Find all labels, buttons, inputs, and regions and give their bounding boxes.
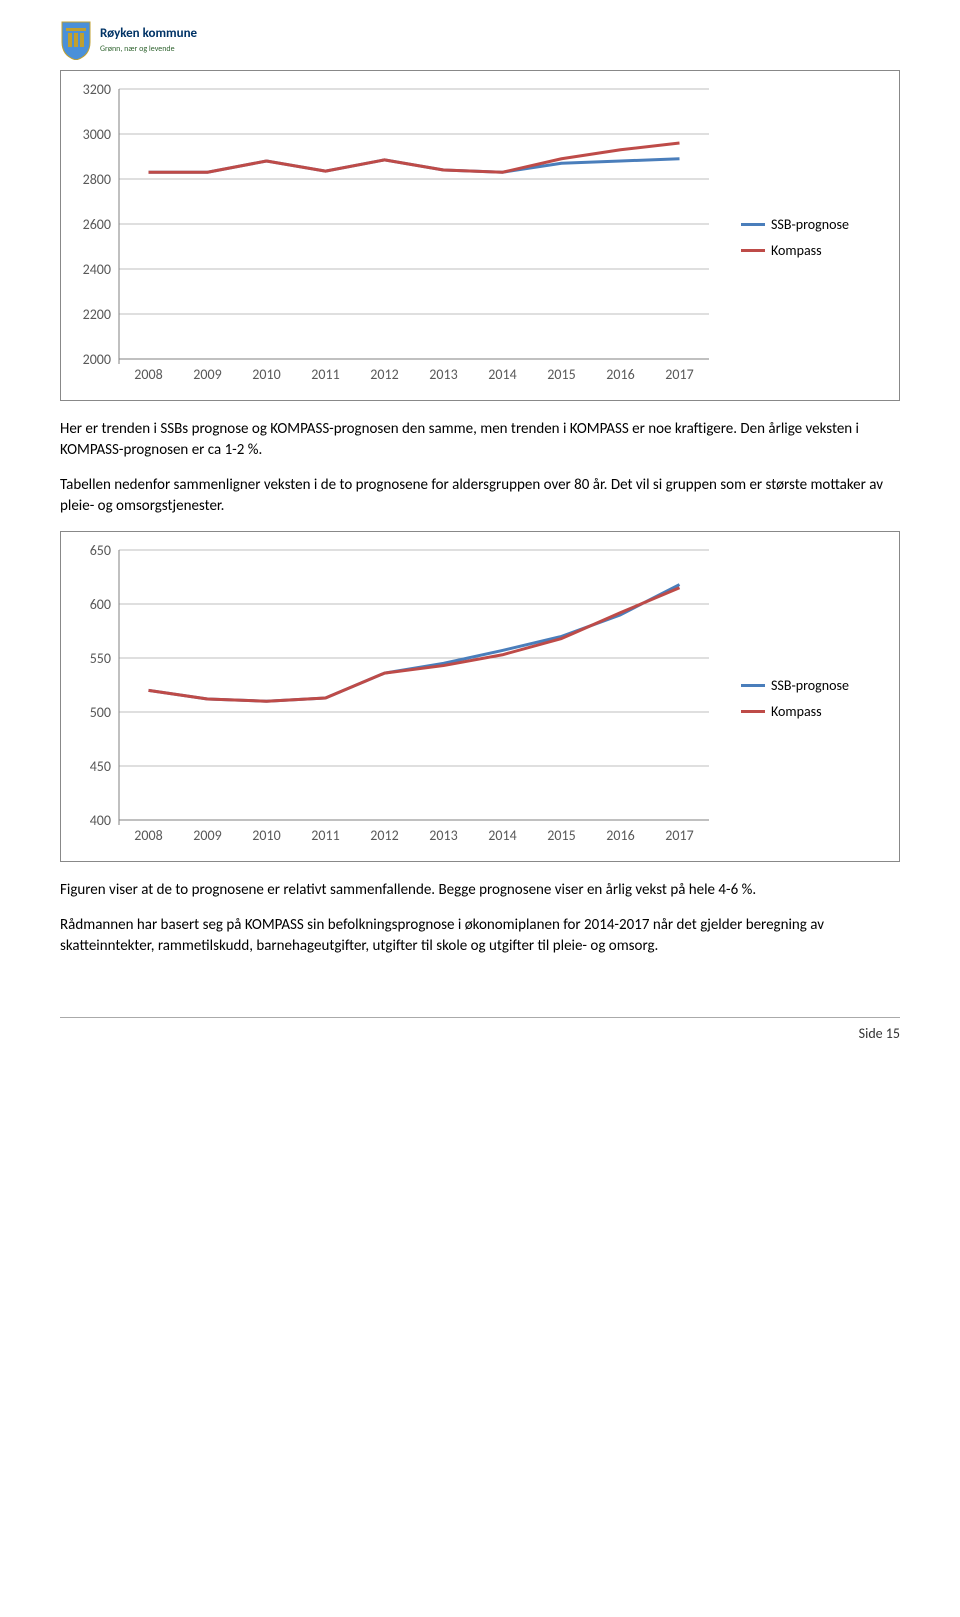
svg-text:2013: 2013	[429, 366, 457, 383]
svg-text:2017: 2017	[665, 366, 693, 383]
paragraph-4: Rådmannen har basert seg på KOMPASS sin …	[60, 915, 900, 957]
header-subtitle: Grønn, nær og levende	[100, 44, 197, 55]
chart-2-svg: 400 450 500 550 600 650 2008 2009 2010 2011 2012 20…	[69, 540, 729, 850]
svg-text:2000: 2000	[83, 351, 111, 368]
chart-1-svg: 2000 2200 2400 2600 2800 3000 3200 2008 2009 2010…	[69, 79, 729, 389]
svg-text:2200: 2200	[83, 306, 111, 323]
svg-text:2014: 2014	[488, 366, 516, 383]
municipality-shield-icon	[60, 20, 92, 60]
legend-label: SSB-prognose	[771, 676, 849, 696]
svg-text:2600: 2600	[83, 216, 111, 233]
svg-text:2016: 2016	[606, 366, 634, 383]
svg-text:2008: 2008	[134, 827, 162, 844]
chart-1-legend: SSB-prognose Kompass	[729, 79, 849, 396]
legend-item: Kompass	[741, 702, 849, 722]
legend-item: SSB-prognose	[741, 215, 849, 235]
svg-text:2009: 2009	[193, 827, 221, 844]
svg-text:2011: 2011	[311, 366, 339, 383]
header-title: Røyken kommune	[100, 25, 197, 43]
legend-label: Kompass	[771, 241, 822, 261]
legend-swatch-icon	[741, 223, 765, 226]
svg-text:2014: 2014	[488, 827, 516, 844]
paragraph-2: Tabellen nedenfor sammenligner veksten i…	[60, 475, 900, 517]
chart-1-container: 2000 2200 2400 2600 2800 3000 3200 2008 2009 2010…	[60, 70, 900, 401]
svg-text:2015: 2015	[547, 366, 575, 383]
svg-text:3200: 3200	[83, 81, 111, 98]
svg-text:2017: 2017	[665, 827, 693, 844]
svg-text:2015: 2015	[547, 827, 575, 844]
legend-label: Kompass	[771, 702, 822, 722]
svg-text:2800: 2800	[83, 171, 111, 188]
legend-item: SSB-prognose	[741, 676, 849, 696]
svg-text:2016: 2016	[606, 827, 634, 844]
legend-swatch-icon	[741, 249, 765, 252]
svg-text:600: 600	[90, 596, 111, 613]
svg-text:2010: 2010	[252, 827, 280, 844]
svg-text:500: 500	[90, 704, 111, 721]
svg-text:400: 400	[90, 812, 111, 829]
svg-text:2009: 2009	[193, 366, 221, 383]
paragraph-3: Figuren viser at de to prognosene er rel…	[60, 880, 900, 901]
svg-text:3000: 3000	[83, 126, 111, 143]
page-number: Side 15	[859, 1025, 900, 1042]
svg-text:2400: 2400	[83, 261, 111, 278]
chart-2-legend: SSB-prognose Kompass	[729, 540, 849, 857]
svg-text:550: 550	[90, 650, 111, 667]
page-header: Røyken kommune Grønn, nær og levende	[60, 20, 900, 60]
legend-swatch-icon	[741, 684, 765, 687]
legend-swatch-icon	[741, 710, 765, 713]
svg-text:2008: 2008	[134, 366, 162, 383]
svg-text:2012: 2012	[370, 827, 398, 844]
svg-text:650: 650	[90, 542, 111, 559]
legend-label: SSB-prognose	[771, 215, 849, 235]
svg-text:2011: 2011	[311, 827, 339, 844]
paragraph-1: Her er trenden i SSBs prognose og KOMPAS…	[60, 419, 900, 461]
svg-text:450: 450	[90, 758, 111, 775]
svg-text:2012: 2012	[370, 366, 398, 383]
legend-item: Kompass	[741, 241, 849, 261]
chart-2-container: 400 450 500 550 600 650 2008 2009 2010 2011 2012 20…	[60, 531, 900, 862]
page-footer: Side 15	[60, 1017, 900, 1044]
chart-1-plot: 2000 2200 2400 2600 2800 3000 3200 2008 2009 2010…	[69, 79, 729, 396]
svg-text:2010: 2010	[252, 366, 280, 383]
svg-text:2013: 2013	[429, 827, 457, 844]
chart-2-plot: 400 450 500 550 600 650 2008 2009 2010 2011 2012 20…	[69, 540, 729, 857]
